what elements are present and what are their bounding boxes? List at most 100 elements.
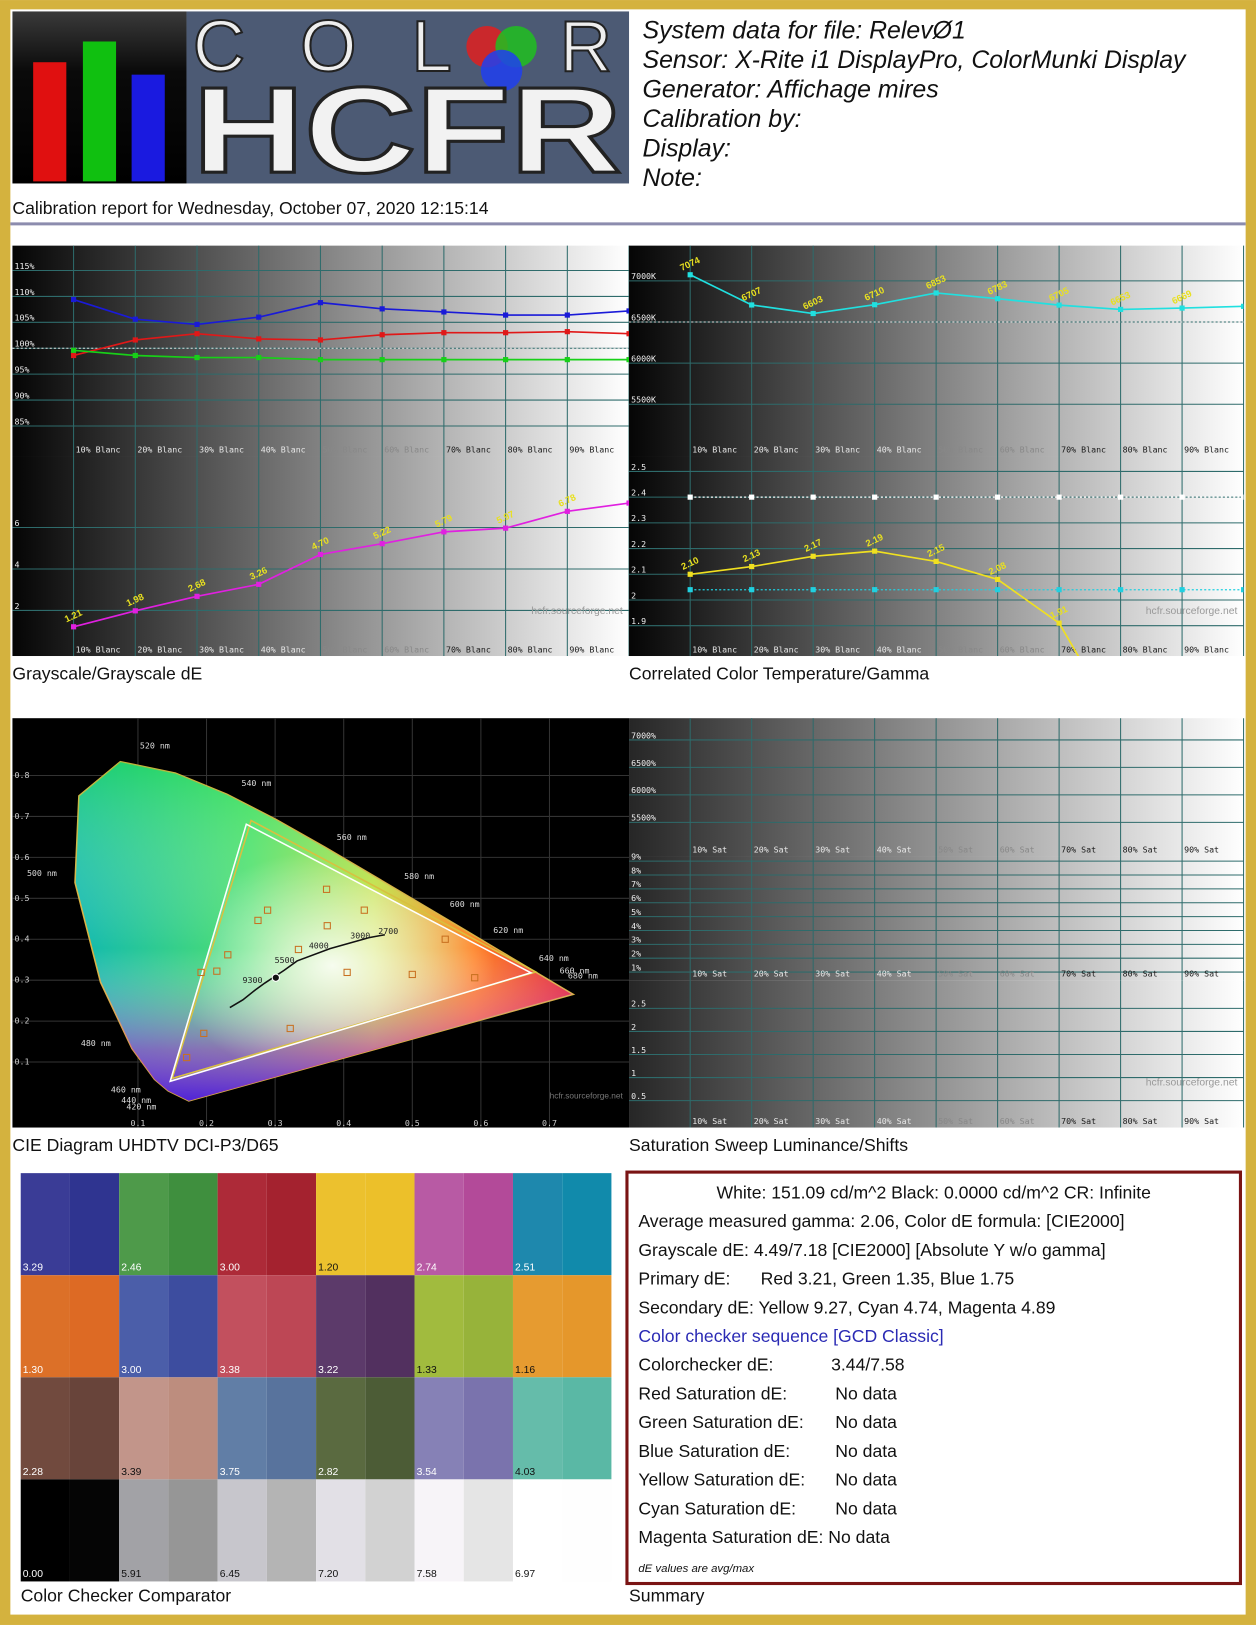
series-marker [1240,494,1244,500]
measured-patch [266,1479,317,1582]
series-marker [379,357,385,363]
y-tick-label: 115% [15,261,35,271]
y-tick-label: 0.5 [631,1091,646,1101]
x-tick-label: 90% Sat [1184,1116,1219,1126]
y-tick-label: 7% [631,879,641,889]
series-marker [1056,587,1062,593]
series-marker [687,272,693,278]
measured-point [254,916,262,925]
summary-value: No data [835,1412,897,1432]
series-marker [933,494,939,500]
measured-patch [562,1275,612,1378]
series-marker [379,541,385,547]
summary-note: dE values are avg/max [638,1563,755,1575]
series-marker [564,312,570,318]
x-tick-label: 50% Blanc [323,644,368,654]
y-tick-label: 7000K [631,271,656,281]
series-marker [1179,494,1185,500]
series-marker [995,494,1001,500]
series-marker [503,525,509,531]
patch-delta-e: 1.30 [23,1365,43,1376]
x-tick-label: 20% Sat [754,1116,789,1126]
measured-point [323,922,331,930]
header-line: Generator: Affichage mires [643,76,939,104]
wavelength-label: 440 nm [121,1095,151,1105]
summary-line: Color checker sequence [GCD Classic] [638,1326,943,1346]
watermark: hcfr.sourceforge.net [550,1091,624,1101]
series-marker [995,296,1001,302]
y-tick-label: 8% [631,865,641,875]
reference-patch [316,1479,366,1582]
series-marker [1240,587,1244,593]
measured-patch [463,1275,513,1378]
summary-box [625,1170,1243,1586]
series-marker [687,587,693,593]
header-line: Sensor: X-Rite i1 DisplayPro, ColorMunki… [643,46,1188,74]
measured-patch [266,1275,317,1378]
x-tick-label: 90% Blanc [1184,444,1229,454]
measured-patch [69,1275,120,1378]
reference-patch [512,1173,563,1276]
y-tick-label: 95% [15,364,30,374]
measured-patch [168,1275,218,1378]
series-marker [441,330,447,336]
logo-text: HCFR [193,61,622,198]
x-tick-label: 0.6 [473,1118,488,1128]
gamut-glow [170,824,531,1082]
series-marker [503,357,509,363]
wavelength-label: 540 nm [241,778,271,788]
caption: CIE Diagram UHDTV DCI-P3/D65 [12,1135,278,1155]
measured-patch [365,1479,415,1582]
series-line [73,502,630,628]
x-tick-label: 90% Sat [1184,844,1219,854]
x-tick-label: 50% Sat [938,969,973,979]
measured-patch [562,1173,612,1276]
reference-patch [20,1479,70,1582]
watermark: hcfr.sourceforge.net [1146,1078,1238,1089]
x-tick-label: 30% Blanc [199,444,244,454]
header-line: Note: [643,164,702,192]
x-tick-label: 20% Sat [754,969,789,979]
summary-label: Cyan Saturation dE: [638,1498,796,1518]
x-tick-label: 30% Blanc [815,644,860,654]
series-line [689,274,1244,315]
x-tick-label: 20% Sat [754,844,789,854]
reference-patch [414,1275,464,1378]
series-marker [379,306,385,312]
series-marker [933,290,939,296]
patch-delta-e: 3.00 [220,1263,240,1274]
measured-patch [266,1173,317,1276]
x-tick-label: 50% Sat [938,1116,973,1126]
reference-patch [316,1377,366,1480]
y-tick-label: 2.1 [631,565,646,575]
x-tick-label: 10% Sat [692,844,727,854]
summary-line: Average measured gamma: 2.06, Color dE f… [638,1211,1124,1231]
series-marker [441,309,447,315]
logo-green-bar [82,41,117,182]
reference-patch [119,1173,169,1276]
series-line [690,550,1080,657]
reference-patch [512,1275,563,1378]
y-tick-label: 90% [15,390,30,400]
blackbody-label: 9300 [242,975,262,985]
y-tick-label: 100% [15,339,35,349]
series-marker [1117,587,1124,593]
watermark: hcfr.sourceforge.net [531,606,623,617]
patch-delta-e: 3.22 [318,1365,338,1376]
measured-point [224,951,232,959]
series-marker [256,581,262,587]
patch-delta-e: 1.20 [318,1263,338,1274]
measured-point [343,968,351,977]
series-marker [503,312,509,318]
x-tick-label: 10% Sat [692,1116,727,1126]
series-marker [1179,305,1185,311]
reference-patch [217,1173,267,1276]
reference-patch [512,1377,563,1480]
x-tick-label: 60% Sat [1000,1116,1035,1126]
series-marker [749,587,755,593]
series-marker [564,357,570,363]
series-marker [626,500,630,506]
caption: Color Checker Comparator [21,1586,232,1606]
measured-patch [463,1377,513,1480]
